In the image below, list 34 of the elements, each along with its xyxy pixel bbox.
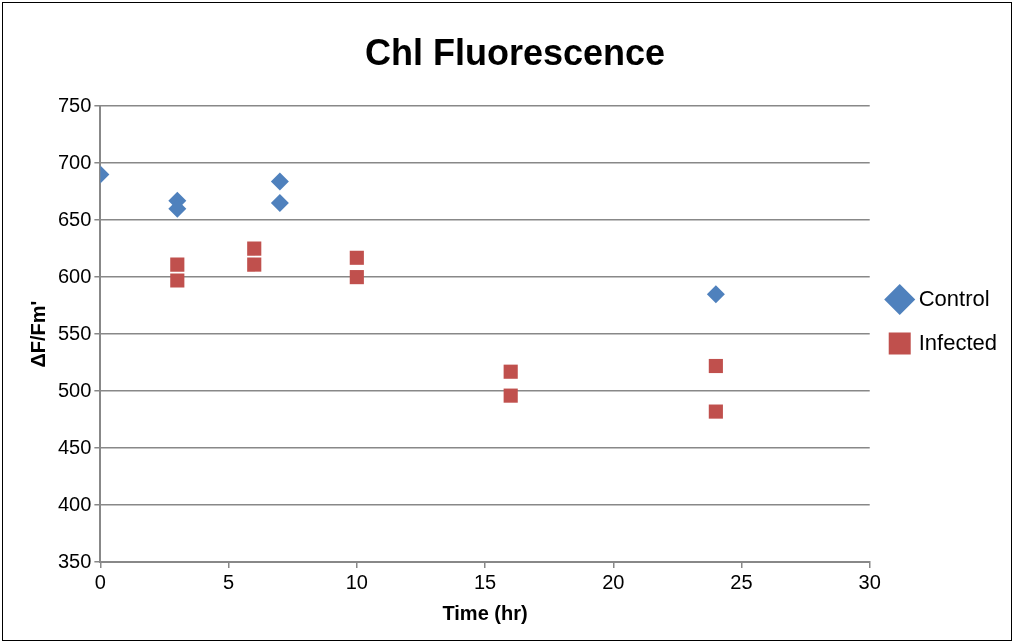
x-tick-label: 20 (602, 570, 625, 593)
y-tick-label: 350 (57, 549, 92, 572)
y-tick-label: 700 (57, 150, 92, 173)
x-tick-label: 30 (858, 570, 881, 593)
y-tick-label: 450 (57, 435, 92, 458)
y-axis-title: ΔF/Fm' (26, 300, 49, 368)
chart-title: Chl Fluorescence (364, 31, 666, 73)
point (708, 358, 723, 374)
x-tick-label: 10 (345, 570, 368, 593)
x-tick-label: 25 (730, 570, 753, 593)
legend-label: Control (918, 285, 990, 311)
y-tick-label: 650 (57, 207, 92, 230)
point (503, 388, 518, 403)
point (170, 273, 185, 288)
point (706, 285, 725, 304)
point (349, 270, 364, 285)
y-tick-label: 600 (57, 264, 92, 287)
point (270, 172, 289, 191)
point (708, 404, 723, 419)
y-tick-label: 500 (57, 378, 92, 401)
y-tick-label: 550 (57, 321, 92, 344)
x-axis-title: Time (hr) (442, 601, 528, 624)
point (247, 241, 262, 256)
point (270, 194, 289, 213)
point (503, 364, 518, 379)
point (247, 257, 262, 272)
x-tick-label: 15 (473, 570, 497, 593)
point (349, 250, 364, 265)
legend-label: Infected (918, 329, 997, 355)
y-tick-label: 750 (57, 93, 92, 116)
y-tick-label: 400 (57, 492, 92, 515)
x-tick-label: 5 (223, 570, 235, 593)
point (170, 257, 185, 272)
x-tick-label: 0 (94, 570, 106, 593)
